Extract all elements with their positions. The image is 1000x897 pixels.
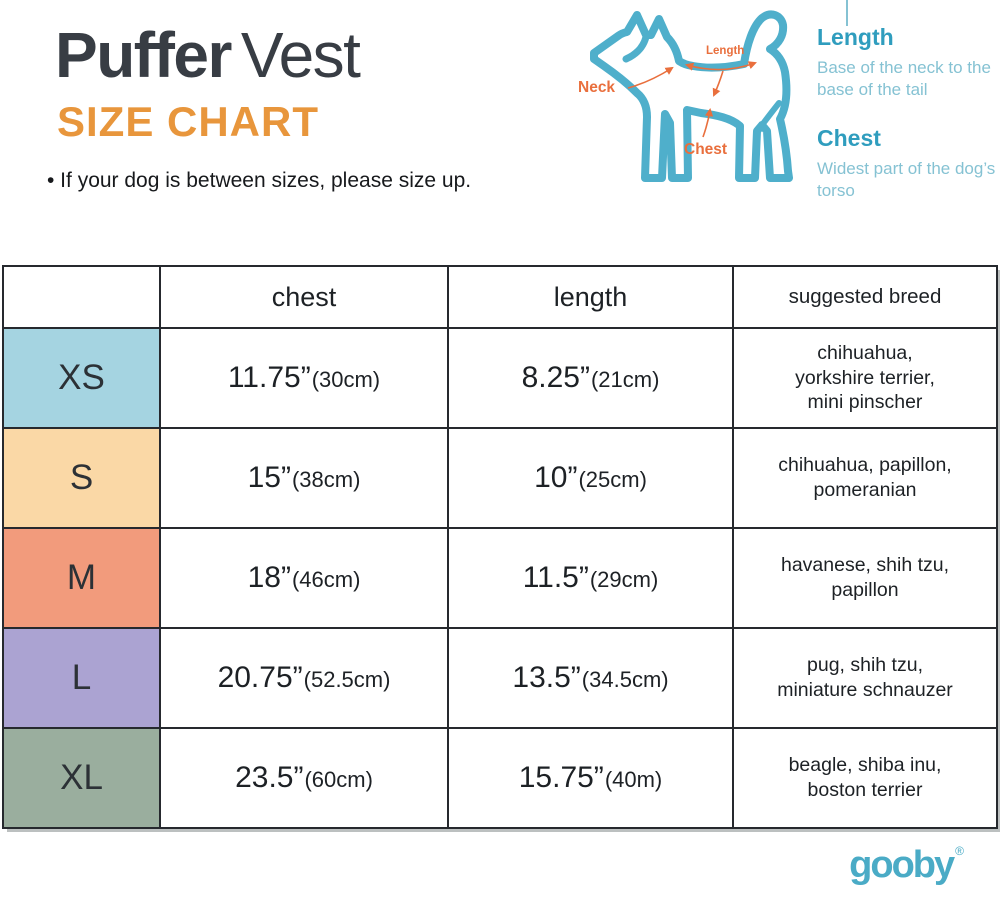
header-length: length <box>447 265 734 329</box>
table-row-xs: XS 11.75”(30cm) 8.25”(21cm) chihuahua, y… <box>2 327 998 429</box>
chest-cm: (52.5cm) <box>303 667 391 692</box>
length-cell: 10”(25cm) <box>447 427 734 529</box>
size-cell: M <box>2 527 161 629</box>
length-cm: (29cm) <box>589 567 659 592</box>
legend-length-term: Length <box>817 24 894 50</box>
length-arrow-icon <box>684 61 757 71</box>
chest-inches: 23.5” <box>235 761 304 794</box>
measurement-legend: Length Base of the neck to the base of t… <box>817 24 997 226</box>
length-inches: 10” <box>534 461 578 494</box>
chest-inches: 15” <box>247 461 291 494</box>
table-row-xl: XL 23.5”(60cm) 15.75”(40m) beagle, shiba… <box>2 727 998 829</box>
header-chest: chest <box>159 265 449 329</box>
length-cell: 11.5”(29cm) <box>447 527 734 629</box>
length-cm: (21cm) <box>590 367 660 392</box>
dog-outline-icon <box>590 10 793 182</box>
gooby-logo: gooby ® <box>849 844 964 887</box>
page-title-bold: Puffer <box>55 19 232 91</box>
chest-cm: (46cm) <box>291 567 361 592</box>
legend-chest-definition: Widest part of the dog’s torso <box>817 159 996 201</box>
length-inches: 15.75” <box>518 761 604 794</box>
diagram-length-label: Length <box>706 45 744 57</box>
legend-chest-term: Chest <box>817 125 881 152</box>
length-cell: 13.5”(34.5cm) <box>447 627 734 729</box>
length-cm: (34.5cm) <box>581 667 669 692</box>
dog-cheek-line-icon <box>622 33 650 63</box>
chest-cell: 18”(46cm) <box>159 527 449 629</box>
chest-cell: 15”(38cm) <box>159 427 449 529</box>
header-size <box>2 265 161 329</box>
chest-inches: 11.75” <box>227 361 311 394</box>
chest-arrow-upper-icon <box>712 70 724 97</box>
registered-mark: ® <box>955 844 964 858</box>
size-cell: L <box>2 627 161 729</box>
sizing-note: • If your dog is between sizes, please s… <box>47 169 472 192</box>
chest-cell: 11.75”(30cm) <box>159 327 449 429</box>
length-cell: 8.25”(21cm) <box>447 327 734 429</box>
table-header-row: chest length suggested breed <box>2 265 998 329</box>
header-suggested-breed: suggested breed <box>732 265 998 329</box>
breeds-cell: chihuahua, papillon, pomeranian <box>732 427 998 529</box>
page-subtitle: SIZE CHART <box>57 98 319 145</box>
chest-inches: 18” <box>247 561 291 594</box>
chest-cell: 23.5”(60cm) <box>159 727 449 829</box>
table-row-s: S 15”(38cm) 10”(25cm) chihuahua, papillo… <box>2 427 998 529</box>
gooby-logo-text: gooby <box>849 844 955 886</box>
breeds-cell: chihuahua, yorkshire terrier, mini pinsc… <box>732 327 998 429</box>
dog-measurement-diagram-icon: Neck Length Chest <box>578 10 793 182</box>
chest-cell: 20.75”(52.5cm) <box>159 627 449 729</box>
page-title: Puffer Vest <box>55 18 361 92</box>
page-title-light: Vest <box>240 19 361 91</box>
legend-length-definition: Base of the neck to the base of the tail <box>817 58 991 100</box>
chest-cm: (38cm) <box>291 467 361 492</box>
size-cell: S <box>2 427 161 529</box>
length-cell: 15.75”(40m) <box>447 727 734 829</box>
length-cm: (25cm) <box>578 467 647 492</box>
length-inches: 11.5” <box>522 561 589 594</box>
diagram-chest-label: Chest <box>684 141 727 158</box>
length-inches: 8.25” <box>521 361 590 394</box>
breeds-cell: pug, shih tzu, miniature schnauzer <box>732 627 998 729</box>
breeds-cell: beagle, shiba inu, boston terrier <box>732 727 998 829</box>
dog-thigh-line-icon <box>759 100 782 128</box>
table-row-m: M 18”(46cm) 11.5”(29cm) havanese, shih t… <box>2 527 998 629</box>
table-row-l: L 20.75”(52.5cm) 13.5”(34.5cm) pug, shih… <box>2 627 998 729</box>
legend-divider-line <box>846 0 848 26</box>
size-cell: XS <box>2 327 161 429</box>
diagram-neck-label: Neck <box>578 79 615 96</box>
size-cell: XL <box>2 727 161 829</box>
chest-inches: 20.75” <box>217 661 303 694</box>
length-cm: (40m) <box>604 767 663 792</box>
neck-arrow-icon <box>627 66 674 89</box>
size-chart-table: chest length suggested breed XS 11.75”(3… <box>2 265 998 829</box>
chest-cm: (30cm) <box>311 367 381 392</box>
chest-cm: (60cm) <box>304 767 373 792</box>
breeds-cell: havanese, shih tzu, papillon <box>732 527 998 629</box>
chest-arrow-lower-icon <box>702 107 714 138</box>
length-inches: 13.5” <box>512 661 581 694</box>
